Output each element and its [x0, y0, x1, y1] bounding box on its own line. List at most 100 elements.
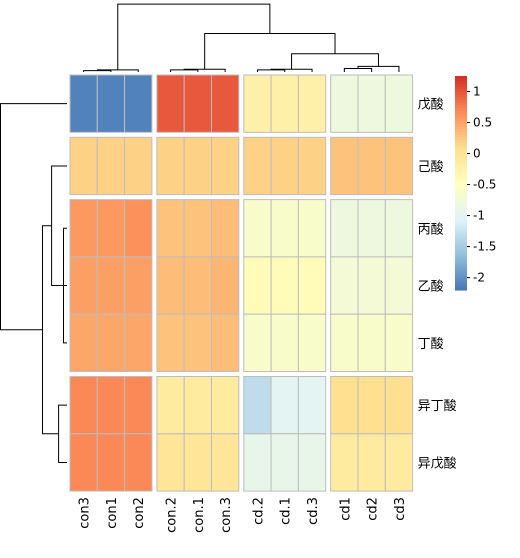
column-label: cd.1	[279, 497, 294, 525]
heatmap-cell	[357, 199, 386, 258]
row-dendrogram	[0, 103, 67, 463]
heatmap-cell	[96, 136, 126, 196]
legend-gradient-step	[455, 236, 467, 240]
legend-gradient-step	[455, 156, 467, 160]
legend-gradient-step	[455, 134, 467, 139]
heatmap-cell	[330, 313, 359, 373]
column-label: con.1	[192, 497, 207, 533]
legend-gradient-step	[455, 166, 467, 171]
legend-gradient-step	[455, 233, 467, 238]
heatmap-cell	[384, 199, 414, 258]
dendrogram-branch	[183, 68, 226, 72]
heatmap-cell	[156, 256, 185, 315]
legend-gradient-step	[455, 150, 467, 155]
legend-gradient-step	[455, 84, 467, 88]
row-label: 异丁酸	[418, 399, 457, 414]
heatmap-cell	[357, 313, 386, 373]
heatmap-cell	[124, 376, 153, 435]
heatmap-cell	[96, 376, 126, 435]
column-label: cd2	[366, 497, 381, 521]
row-label: 戊酸	[418, 98, 444, 113]
heatmap-cell	[243, 376, 272, 435]
legend-gradient-step	[455, 284, 467, 288]
legend-gradient-step	[455, 263, 467, 267]
legend-gradient-step	[455, 268, 467, 272]
row-label: 己酸	[418, 160, 444, 175]
heatmap-cell	[270, 256, 299, 315]
heatmap-cell	[330, 376, 359, 435]
column-label: con1	[105, 497, 120, 529]
legend-gradient-step	[455, 183, 467, 187]
heatmap-cell	[270, 136, 299, 196]
legend-gradient-step	[455, 244, 467, 248]
legend-tick-label: 1	[473, 85, 481, 99]
heatmap-cell	[211, 256, 240, 315]
heatmap-cell	[124, 256, 153, 315]
legend-gradient-step	[455, 92, 467, 96]
heatmap-cell	[297, 376, 327, 435]
heatmap-cell	[297, 199, 327, 258]
legend-gradient-step	[455, 89, 467, 93]
heatmap-cell	[69, 199, 98, 258]
legend-gradient-step	[455, 118, 467, 123]
dendrogram-branch	[83, 70, 112, 72]
heatmap-cell	[183, 256, 212, 315]
heatmap-cell	[384, 376, 414, 435]
heatmap-cell	[211, 433, 240, 492]
heatmap-cell	[357, 74, 386, 133]
dendrogram-branch	[270, 68, 313, 72]
dendrogram-branch	[117, 3, 271, 70]
heatmap-cell	[357, 376, 386, 435]
legend-gradient-step	[455, 185, 467, 189]
heatmap-cell	[69, 256, 98, 315]
legend-gradient-step	[455, 201, 467, 205]
heatmap-cell	[124, 74, 153, 133]
legend-gradient-step	[455, 94, 467, 98]
heatmap-cell	[243, 74, 272, 133]
heatmap-cell	[243, 199, 272, 258]
heatmap-cell	[156, 313, 185, 373]
heatmap-cell	[96, 433, 126, 492]
dendrogram-branch	[357, 65, 400, 72]
legend-gradient-step	[455, 161, 467, 165]
legend-tick-label: -1.5	[473, 240, 496, 254]
dendrogram-branch	[256, 69, 286, 72]
legend-gradient-step	[455, 81, 467, 85]
legend-gradient-step	[455, 121, 467, 125]
legend-gradient-step	[455, 252, 467, 256]
heatmap-cell	[183, 376, 212, 435]
legend-gradient-step	[455, 257, 467, 262]
column-label: cd1	[338, 497, 353, 521]
heatmap-cell	[183, 199, 212, 258]
legend-gradient-step	[455, 102, 467, 107]
column-labels: con3 con1 con2 con.2 con.1 con.3 cd.2 cd.1 cd.3 c…	[78, 497, 408, 533]
heatmap-cell	[357, 256, 386, 315]
heatmap-cell	[297, 136, 327, 196]
legend-gradient-step	[455, 113, 467, 117]
heatmap-cells	[69, 74, 414, 492]
row-label: 丙酸	[418, 222, 444, 237]
row-label: 乙酸	[418, 280, 444, 295]
legend-gradient-step	[455, 169, 467, 173]
heatmap-cell	[156, 136, 185, 196]
heatmap-cell	[243, 256, 272, 315]
legend-tick-label: 0.5	[473, 116, 492, 130]
heatmap-cell	[384, 313, 414, 373]
legend-tick-label: -2	[473, 271, 485, 285]
heatmap-cell	[211, 199, 240, 258]
legend-gradient-step	[455, 225, 467, 230]
row-label: 丁酸	[418, 337, 444, 352]
heatmap-cell	[124, 433, 153, 492]
legend-gradient-step	[455, 108, 467, 112]
legend-gradient-step	[455, 265, 467, 270]
heatmap-cell	[96, 199, 126, 258]
legend-gradient-step	[455, 193, 467, 197]
heatmap-cell	[330, 433, 359, 492]
legend-gradient-step	[455, 129, 467, 133]
heatmap-cell	[297, 433, 327, 492]
heatmap-cell	[270, 199, 299, 258]
legend-gradient-step	[455, 217, 467, 222]
legend-gradient-step	[455, 177, 467, 181]
